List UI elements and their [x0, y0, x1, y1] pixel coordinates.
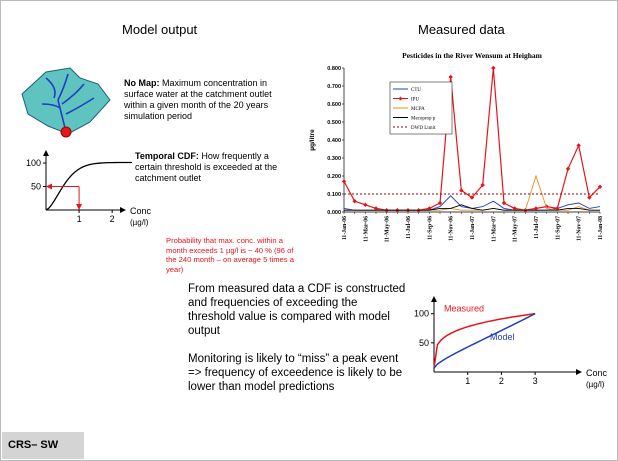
series-marker: [363, 202, 368, 207]
series-marker: [341, 179, 347, 184]
comparison-cdf-chart: 50 100 1 2 3 Conc (µg/l) Measured Model: [414, 296, 608, 389]
map-note: No Map: Maximum concentration in surface…: [124, 78, 288, 122]
x-tick-label: 11-May-06: [385, 216, 391, 243]
note-lead: Temporal CDF:: [135, 151, 199, 161]
x-tick-label: 11-Jan-07: [470, 216, 476, 240]
x-tick-label: 3: [533, 376, 538, 386]
river: [41, 73, 95, 133]
model-cdf-chart: 50 100 1 2 Conc (µg/l): [26, 150, 152, 227]
note-lead: No Map:: [124, 78, 160, 88]
series-line: [344, 204, 600, 211]
legend-marker: [398, 96, 403, 101]
legend-label: IPU: [411, 98, 419, 103]
series-marker: [491, 65, 496, 71]
x-tick-label: 11-Mar-07: [491, 216, 497, 242]
series-marker: [448, 74, 453, 80]
y-tick-label: 0.200: [327, 174, 341, 180]
x-tick-label: 11-Jul-07: [534, 216, 540, 239]
probability-note: Probability that max. conc. within a mon…: [166, 236, 294, 274]
cdf-curve: [45, 161, 133, 211]
y-tick-label: 0.800: [327, 66, 341, 72]
series-marker: [427, 206, 432, 211]
x-tick-label: 11-Jan-08: [598, 216, 604, 240]
x-tick-label: 11-Jan-06: [342, 216, 348, 240]
x-tick-label: 11-Sep-06: [427, 216, 433, 240]
x-tick-label: 2: [110, 214, 115, 224]
y-arrow: [43, 150, 49, 156]
legend-label: DWD Limit: [411, 126, 436, 131]
series-marker: [437, 200, 443, 206]
arrow-head: [76, 204, 83, 210]
series-marker: [352, 199, 357, 204]
footer-label: CRS– SW: [2, 432, 84, 459]
x-tick-label: 11-Nov-06: [449, 216, 455, 241]
x-arrow: [576, 369, 582, 375]
x-tick-label: 11-Nov-07: [577, 216, 583, 241]
chart-title: Pesticides in the River Wensum at Heigha…: [402, 51, 542, 60]
series-marker: [576, 143, 581, 148]
y-tick-label: 100: [414, 309, 429, 319]
series-marker: [565, 166, 571, 171]
y-tick-label: 0.400: [327, 138, 341, 144]
legend-label: CTU: [411, 88, 421, 93]
series-label: Model: [490, 332, 515, 342]
pesticide-chart: Pesticides in the River Wensum at Heigha…: [309, 51, 604, 243]
series-marker: [597, 184, 603, 189]
series-marker: [469, 195, 475, 200]
series-marker: [459, 188, 464, 193]
outlet: [60, 126, 72, 138]
arrow-head: [46, 183, 52, 190]
note-text: How frequently a certain threshold is ex…: [135, 151, 278, 183]
x-axis-unit: (µg/l): [586, 380, 605, 389]
y-tick-label: 0.100: [327, 192, 341, 198]
paragraph: From measured data a CDF is constructed …: [188, 283, 406, 337]
y-tick-label: 50: [31, 182, 41, 192]
cdf-note: Temporal CDF: How frequently a certain t…: [135, 151, 285, 184]
x-axis-label: Conc: [130, 206, 152, 216]
series-marker: [501, 200, 507, 206]
x-tick-label: 1: [465, 376, 470, 386]
legend-label: MCPA: [411, 107, 425, 112]
y-tick-label: 0.700: [327, 84, 341, 90]
y-tick-label: 0.300: [327, 156, 341, 162]
cdf-curve: [433, 312, 536, 369]
x-tick-label: 11-May-07: [513, 216, 519, 243]
series-label: Measured: [444, 304, 484, 314]
paragraph: Monitoring is likely to “miss” a peak ev…: [188, 353, 403, 393]
catchment-map: [21, 67, 111, 138]
y-axis-label: µg/litre: [309, 129, 316, 151]
x-arrow: [120, 207, 126, 213]
series-line: [343, 67, 601, 211]
heading: Measured data: [418, 22, 505, 37]
y-tick-label: 0.500: [327, 120, 341, 126]
note-text: Maximum concentration in surface water a…: [124, 78, 272, 121]
x-tick-label: 2: [499, 376, 504, 386]
series-marker: [373, 206, 379, 211]
y-tick-label: 0.600: [327, 102, 341, 108]
cdf-curve: [433, 312, 536, 369]
heading: Model output: [122, 22, 198, 37]
x-axis-label: Conc: [586, 368, 608, 378]
x-tick-label: 11-Jul-06: [406, 216, 412, 239]
y-tick-label: 100: [26, 158, 41, 168]
x-tick-label: 11-Mar-06: [363, 216, 369, 242]
x-tick-label: 1: [77, 214, 82, 224]
series-marker: [533, 206, 539, 211]
legend-label: Mecoprop p: [411, 117, 436, 122]
y-tick-label: 50: [419, 338, 429, 348]
y-arrow: [431, 296, 437, 302]
y-tick-label: 0.000: [327, 210, 341, 216]
x-axis-unit: (µg/l): [130, 218, 149, 227]
series-marker: [480, 182, 485, 188]
x-tick-label: 11-Sep-07: [555, 216, 561, 240]
